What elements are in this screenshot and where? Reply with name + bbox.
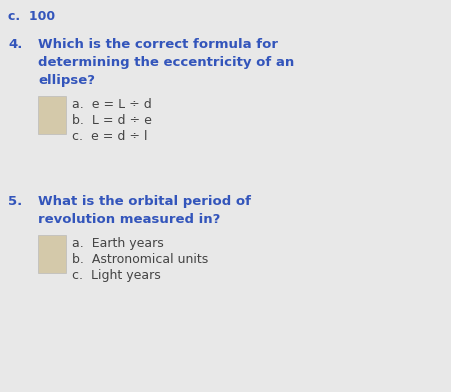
Text: a.  Earth years: a. Earth years <box>72 237 164 250</box>
Text: b.  L = d ÷ e: b. L = d ÷ e <box>72 114 152 127</box>
Text: 4.: 4. <box>8 38 23 51</box>
Text: ellipse?: ellipse? <box>38 74 95 87</box>
Bar <box>38 235 66 273</box>
Text: determining the eccentricity of an: determining the eccentricity of an <box>38 56 294 69</box>
Bar <box>38 96 66 134</box>
Text: c.  Light years: c. Light years <box>72 269 161 282</box>
Text: b.  Astronomical units: b. Astronomical units <box>72 253 208 266</box>
Text: Which is the correct formula for: Which is the correct formula for <box>38 38 278 51</box>
Text: 5.: 5. <box>8 195 22 208</box>
Text: a.  e = L ÷ d: a. e = L ÷ d <box>72 98 152 111</box>
Text: c.  100: c. 100 <box>8 10 55 23</box>
Text: What is the orbital period of: What is the orbital period of <box>38 195 251 208</box>
Text: revolution measured in?: revolution measured in? <box>38 213 221 226</box>
Text: c.  e = d ÷ l: c. e = d ÷ l <box>72 130 147 143</box>
